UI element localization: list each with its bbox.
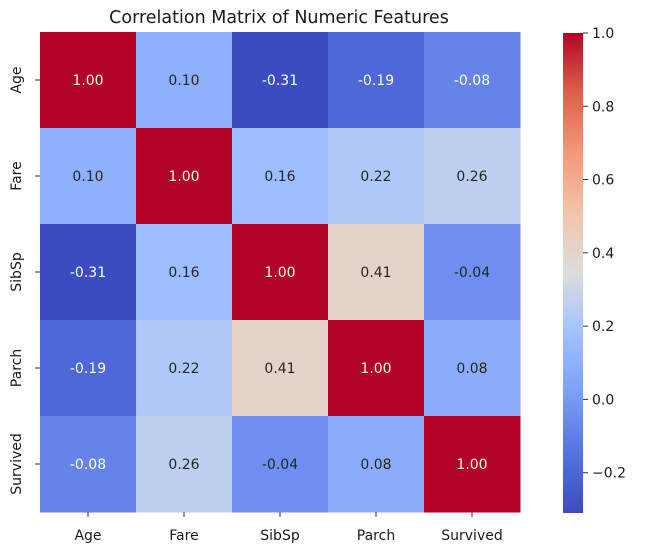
cell-value-label: 1.00 (360, 361, 391, 377)
colorbar-tick-label: 0.8 (592, 99, 614, 115)
cell-value-label: 0.10 (168, 73, 199, 89)
colorbar-tick-label: 0.2 (592, 319, 614, 335)
colorbar-tick-label: 0.6 (592, 173, 614, 189)
x-tick-label: Fare (169, 528, 198, 544)
colorbar-tick-label: 0.4 (592, 246, 614, 262)
heatmap-cell (136, 224, 233, 321)
heatmap-cell (136, 128, 233, 225)
heatmap-cell (232, 32, 329, 129)
heatmap-cell (328, 32, 425, 129)
colorbar-tick-label: −0.2 (592, 466, 626, 482)
heatmap-cell (424, 128, 521, 225)
cell-value-label: -0.31 (70, 265, 106, 281)
heatmap-cells: 1.00 0.10 -0.31 -0.19 -0.08 0.10 1.00 0.16 0.22 0… (40, 32, 521, 513)
cell-value-label: 0.16 (168, 265, 199, 281)
heatmap-cell (424, 320, 521, 417)
cell-value-label: 0.10 (72, 169, 103, 185)
cell-value-label: 0.26 (456, 169, 487, 185)
cell-value-label: -0.04 (454, 265, 490, 281)
colorbar: −0.2 0.0 0.2 0.4 0.6 0.8 1.0 (563, 26, 626, 513)
cell-value-label: 0.41 (264, 361, 295, 377)
heatmap-cell (232, 416, 329, 513)
x-tick-label: Age (74, 528, 101, 544)
heatmap-cell (328, 224, 425, 321)
cell-value-label: 0.22 (168, 361, 199, 377)
heatmap-cell (40, 320, 137, 417)
cell-value-label: 0.16 (264, 169, 295, 185)
y-tick-label: SibSp (9, 252, 25, 292)
cell-value-label: 1.00 (456, 457, 487, 473)
heatmap-cell (40, 128, 137, 225)
y-tick-label: Age (9, 66, 25, 93)
cell-value-label: 0.08 (456, 361, 487, 377)
heatmap-cell (424, 416, 521, 513)
cell-value-label: 0.22 (360, 169, 391, 185)
cell-value-label: 0.41 (360, 265, 391, 281)
heatmap-cell (40, 416, 137, 513)
y-tick-label: Fare (9, 161, 25, 190)
x-tick-label: SibSp (260, 528, 300, 544)
heatmap-cell (232, 320, 329, 417)
heatmap-cell (232, 128, 329, 225)
heatmap-cell (232, 224, 329, 321)
cell-value-label: 1.00 (264, 265, 295, 281)
cell-value-label: 0.08 (360, 457, 391, 473)
heatmap-cell (328, 320, 425, 417)
cell-value-label: -0.31 (262, 73, 298, 89)
cell-value-label: -0.19 (358, 73, 394, 89)
heatmap-cell (328, 128, 425, 225)
heatmap-cell (40, 224, 137, 321)
colorbar-tick-label: 1.0 (592, 26, 614, 42)
x-axis-tick-labels: Age Fare SibSp Parch Survived (74, 512, 503, 544)
chart-title: Correlation Matrix of Numeric Features (109, 8, 449, 28)
x-tick-label: Survived (441, 528, 502, 544)
colorbar-tick-label: 0.0 (592, 392, 614, 408)
cell-value-label: 1.00 (72, 73, 103, 89)
colorbar-gradient (563, 33, 583, 513)
y-axis-tick-labels: Age Fare SibSp Parch Survived (9, 66, 40, 495)
heatmap-cell (424, 32, 521, 129)
cell-value-label: -0.08 (70, 457, 106, 473)
heatmap-cell (136, 416, 233, 513)
heatmap-cell (424, 224, 521, 321)
y-tick-label: Survived (9, 433, 25, 494)
cell-value-label: -0.19 (70, 361, 106, 377)
cell-value-label: 0.26 (168, 457, 199, 473)
cell-value-label: -0.04 (262, 457, 298, 473)
x-tick-label: Parch (357, 528, 395, 544)
cell-value-label: -0.08 (454, 73, 490, 89)
heatmap-cell (328, 416, 425, 513)
y-tick-label: Parch (9, 349, 25, 387)
heatmap-cell (40, 32, 137, 129)
heatmap-cell (136, 32, 233, 129)
cell-value-label: 1.00 (168, 169, 199, 185)
heatmap-cell (136, 320, 233, 417)
